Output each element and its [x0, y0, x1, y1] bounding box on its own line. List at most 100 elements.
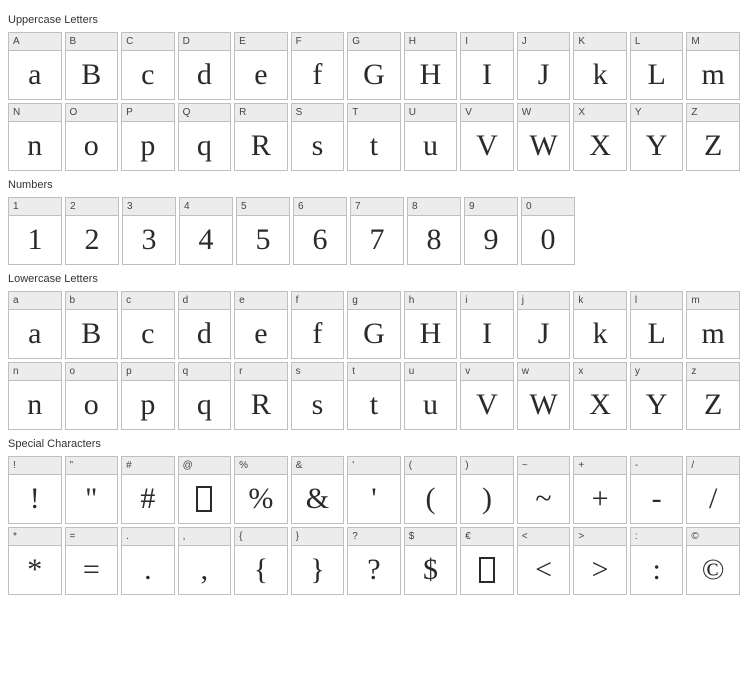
glyph-cell: "": [65, 456, 119, 524]
glyph-key-label: 0: [522, 198, 574, 216]
glyph-cell: jJ: [517, 291, 571, 359]
glyph-cell: 66: [293, 197, 347, 265]
glyph-cell: aa: [8, 291, 62, 359]
glyph-display: :: [631, 546, 683, 594]
glyph-cell: pp: [121, 362, 175, 430]
glyph-display: o: [66, 122, 118, 170]
glyph-cell: '': [347, 456, 401, 524]
glyph-key-label: (: [405, 457, 457, 475]
glyph-display: L: [631, 310, 683, 358]
glyph-display: /: [687, 475, 739, 523]
glyph-cell: RR: [234, 103, 288, 171]
glyph-cell: mm: [686, 291, 740, 359]
glyph-key-label: 2: [66, 198, 118, 216]
glyph-key-label: V: [461, 104, 513, 122]
glyph-key-label: h: [405, 292, 457, 310]
glyph-key-label: q: [179, 363, 231, 381]
glyph-cell: 77: [350, 197, 404, 265]
glyph-display: >: [574, 546, 626, 594]
glyph-key-label: j: [518, 292, 570, 310]
glyph-cell: 33: [122, 197, 176, 265]
glyph-key-label: X: [574, 104, 626, 122]
glyph-cell: wW: [517, 362, 571, 430]
glyph-display: ): [461, 475, 513, 523]
glyph-display: Z: [687, 381, 739, 429]
glyph-display: e: [235, 51, 287, 99]
glyph-key-label: O: [66, 104, 118, 122]
glyph-key-label: x: [574, 363, 626, 381]
glyph-key-label: u: [405, 363, 457, 381]
glyph-key-label: e: [235, 292, 287, 310]
glyph-display: %: [235, 475, 287, 523]
glyph-cell: 55: [236, 197, 290, 265]
glyph-cell: rR: [234, 362, 288, 430]
glyph-display: 4: [180, 216, 232, 264]
glyph-cell: Aa: [8, 32, 62, 100]
glyph-key-label: K: [574, 33, 626, 51]
glyph-key-label: T: [348, 104, 400, 122]
glyph-cell: @: [178, 456, 232, 524]
glyph-cell: Mm: [686, 32, 740, 100]
glyph-display: V: [461, 122, 513, 170]
glyph-key-label: ?: [348, 528, 400, 546]
glyph-key-label: L: [631, 33, 683, 51]
glyph-key-label: ©: [687, 528, 739, 546]
glyph-cell: >>: [573, 527, 627, 595]
glyph-display: I: [461, 51, 513, 99]
glyph-cell: Oo: [65, 103, 119, 171]
glyph-cell: ZZ: [686, 103, 740, 171]
glyph-key-label: J: [518, 33, 570, 51]
glyph-display: G: [348, 310, 400, 358]
glyph-display: {: [235, 546, 287, 594]
glyph-cell: ee: [234, 291, 288, 359]
glyph-row: AaBBCcDdEeFfGGHHIIJJKkLLMm: [8, 32, 740, 100]
glyph-cell: dd: [178, 291, 232, 359]
glyph-display: e: [235, 310, 287, 358]
glyph-display: s: [292, 122, 344, 170]
glyph-display: 6: [294, 216, 346, 264]
glyph-cell: ++: [573, 456, 627, 524]
glyph-cell: hH: [404, 291, 458, 359]
glyph-cell: Nn: [8, 103, 62, 171]
glyph-cell: Qq: [178, 103, 232, 171]
glyph-cell: Ee: [234, 32, 288, 100]
glyph-cell: WW: [517, 103, 571, 171]
glyph-cell: 44: [179, 197, 233, 265]
glyph-display: ~: [518, 475, 570, 523]
glyph-key-label: y: [631, 363, 683, 381]
glyph-cell: oo: [65, 362, 119, 430]
glyph-display: }: [292, 546, 344, 594]
glyph-display: =: [66, 546, 118, 594]
glyph-display: -: [631, 475, 683, 523]
glyph-display: 5: [237, 216, 289, 264]
glyph-display: c: [122, 51, 174, 99]
glyph-key-label: 5: [237, 198, 289, 216]
glyph-key-label: -: [631, 457, 683, 475]
section-title: Special Characters: [8, 438, 740, 450]
glyph-display: 0: [522, 216, 574, 264]
glyph-display: d: [179, 51, 231, 99]
glyph-key-label: g: [348, 292, 400, 310]
glyph-display: ": [66, 475, 118, 523]
glyph-display: 1: [9, 216, 61, 264]
glyph-cell: Uu: [404, 103, 458, 171]
glyph-cell: Tt: [347, 103, 401, 171]
glyph-cell: gG: [347, 291, 401, 359]
glyph-display: Z: [687, 122, 739, 170]
glyph-key-label: Y: [631, 104, 683, 122]
glyph-display: ,: [179, 546, 231, 594]
glyph-key-label: t: [348, 363, 400, 381]
glyph-cell: Ss: [291, 103, 345, 171]
glyph-display: H: [405, 51, 457, 99]
glyph-display: 9: [465, 216, 517, 264]
glyph-display: u: [405, 381, 457, 429]
glyph-cell: ((: [404, 456, 458, 524]
glyph-display: $: [405, 546, 457, 594]
glyph-cell: YY: [630, 103, 684, 171]
glyph-key-label: {: [235, 528, 287, 546]
glyph-key-label: c: [122, 292, 174, 310]
glyph-display: p: [122, 381, 174, 429]
glyph-display: u: [405, 122, 457, 170]
glyph-display: ': [348, 475, 400, 523]
glyph-key-label: A: [9, 33, 61, 51]
